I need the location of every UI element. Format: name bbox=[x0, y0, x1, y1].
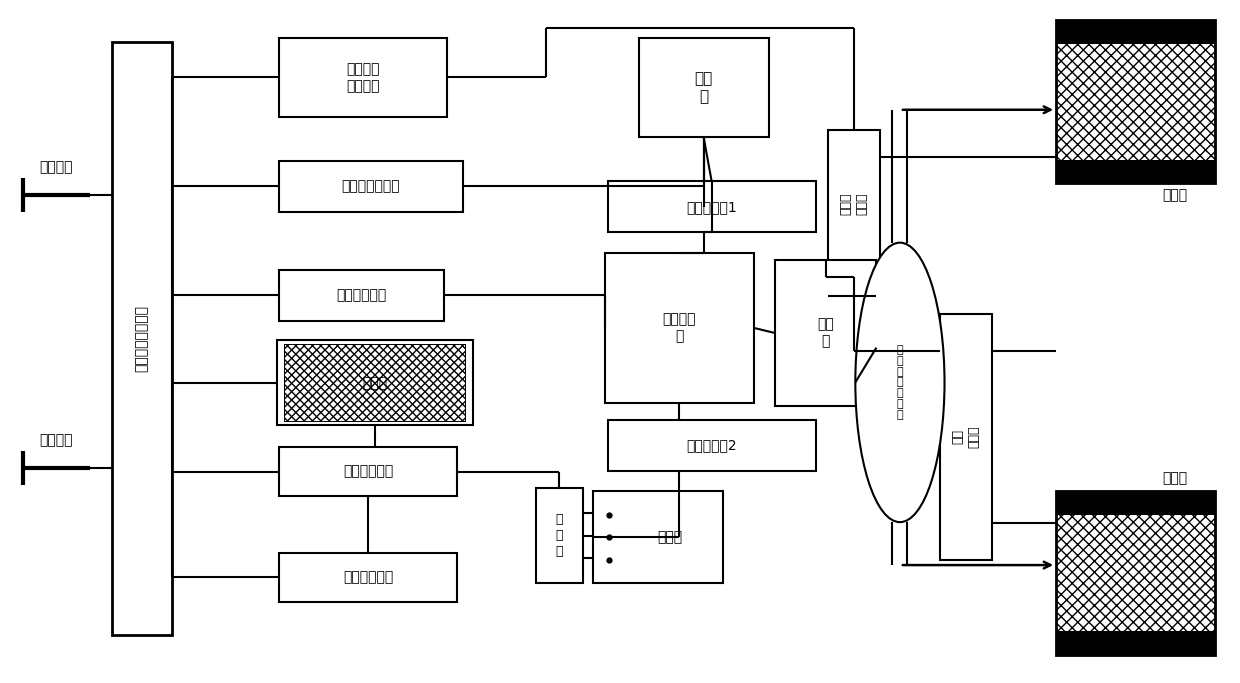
Text: 电动机: 电动机 bbox=[657, 531, 683, 544]
Text: 制动踏板: 制动踏板 bbox=[40, 161, 73, 175]
Text: 电池组: 电池组 bbox=[362, 376, 387, 390]
Text: 能量管理系统: 能量管理系统 bbox=[342, 464, 393, 479]
Bar bbox=[1056, 492, 1214, 655]
Bar bbox=[279, 553, 456, 602]
Text: 制动
控制器: 制动 控制器 bbox=[951, 426, 980, 448]
Text: 逆
变
器: 逆 变 器 bbox=[556, 513, 563, 558]
Bar bbox=[284, 344, 465, 421]
Bar bbox=[775, 260, 877, 406]
Bar bbox=[536, 488, 583, 583]
Bar bbox=[279, 447, 456, 497]
Bar bbox=[277, 340, 472, 426]
Text: 发动
机: 发动 机 bbox=[694, 71, 713, 104]
Bar bbox=[608, 181, 816, 232]
Text: 机械制动
控制单元: 机械制动 控制单元 bbox=[346, 61, 379, 93]
Bar bbox=[279, 161, 463, 212]
Bar bbox=[1056, 20, 1214, 183]
Text: 制动器: 制动器 bbox=[1162, 471, 1188, 485]
Ellipse shape bbox=[856, 242, 945, 522]
Bar bbox=[639, 38, 769, 137]
Bar bbox=[1056, 160, 1214, 183]
Bar bbox=[1056, 20, 1214, 44]
Text: 发动机控制单元: 发动机控制单元 bbox=[342, 180, 401, 193]
Bar bbox=[1056, 492, 1214, 655]
Bar bbox=[279, 270, 444, 321]
Text: 电池管理单元: 电池管理单元 bbox=[342, 570, 393, 585]
Text: 电机控制单元: 电机控制单元 bbox=[336, 288, 387, 303]
Bar bbox=[1056, 492, 1214, 515]
Bar bbox=[605, 253, 754, 403]
Bar bbox=[1056, 631, 1214, 655]
Bar bbox=[828, 130, 880, 277]
Text: 轮
毂
回
转
驱
动
桥: 轮 毂 回 转 驱 动 桥 bbox=[897, 345, 903, 420]
Bar bbox=[593, 492, 723, 583]
Bar bbox=[284, 344, 465, 421]
Text: 离合制动器1: 离合制动器1 bbox=[686, 200, 737, 214]
Text: 油门踏板: 油门踏板 bbox=[40, 433, 73, 447]
Text: 离合制动器2: 离合制动器2 bbox=[687, 438, 737, 452]
Text: 变速
器: 变速 器 bbox=[817, 318, 835, 348]
Bar bbox=[940, 314, 992, 559]
Text: 制动器: 制动器 bbox=[1162, 188, 1188, 202]
Bar bbox=[279, 38, 446, 117]
Bar bbox=[1056, 20, 1214, 183]
Bar bbox=[112, 42, 171, 635]
Text: 动力耦合
器: 动力耦合 器 bbox=[662, 312, 696, 344]
Text: 机械制
动系统: 机械制 动系统 bbox=[839, 192, 868, 214]
Bar bbox=[608, 420, 816, 471]
Text: 动力总成控制系统: 动力总成控制系统 bbox=[135, 305, 149, 372]
